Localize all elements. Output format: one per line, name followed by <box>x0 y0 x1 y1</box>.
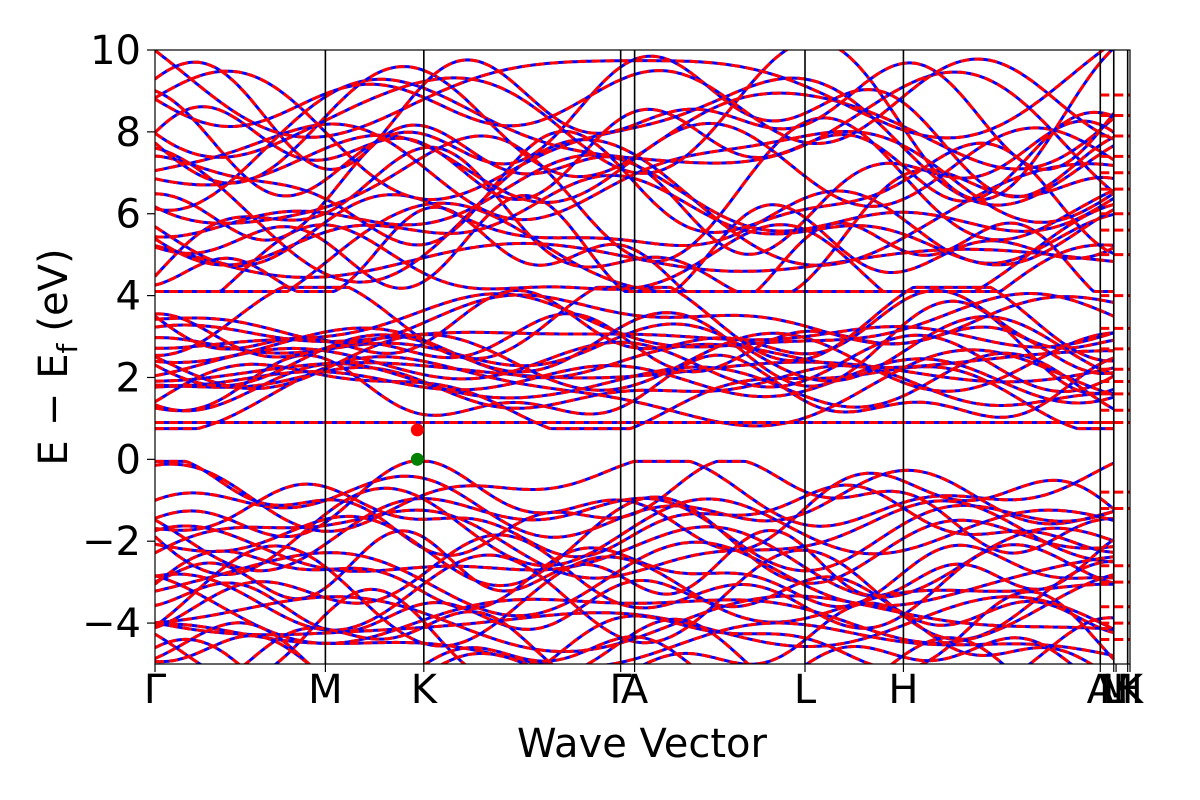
band-line-dashed <box>155 353 1115 419</box>
y-axis-title: E − Ef (eV) <box>31 248 84 465</box>
x-tick-label: H <box>1113 667 1143 713</box>
band-line-dashed <box>155 299 1115 395</box>
band-line-dashed <box>155 333 1114 388</box>
band-line-dashed <box>155 223 1114 293</box>
band-line-dashed <box>155 459 1114 557</box>
y-tick-label: 8 <box>116 110 141 156</box>
y-tick-label: −4 <box>82 601 141 647</box>
band-extremum-marker <box>410 423 424 437</box>
y-title-sub: f <box>51 342 84 353</box>
plot-frame <box>154 49 1131 665</box>
band-line-dashed <box>155 496 1115 573</box>
extremum-markers <box>410 423 424 466</box>
y-axis-ticks: 10 8 6 4 2 0 −2 −4 <box>82 28 155 647</box>
band-line-dashed <box>155 54 1115 199</box>
band-extremum-marker <box>410 452 424 466</box>
x-tick-label: A <box>621 667 649 713</box>
y-title-e2: E <box>31 353 77 378</box>
x-tick-label: K <box>1117 667 1145 713</box>
x-tick-label: A <box>1087 667 1115 713</box>
band-line-solid <box>155 636 1006 664</box>
x-tick-label: Γ <box>144 667 167 713</box>
y-tick-label: 4 <box>116 274 141 320</box>
x-tick-label: L <box>794 667 817 713</box>
band-line-dashed <box>155 65 1115 185</box>
y-tick-label: 10 <box>90 28 141 74</box>
x-tick-label: K <box>411 667 439 713</box>
y-tick-label: −2 <box>82 519 141 565</box>
high-symmetry-lines <box>324 50 1129 664</box>
band-line-dashed <box>243 601 1095 664</box>
band-line-dashed <box>155 105 1115 203</box>
y-title-e: E <box>31 440 77 465</box>
x-tick-label: L <box>1103 667 1126 713</box>
band-line-dashed <box>155 50 1115 202</box>
x-axis-title: Wave Vector <box>517 721 768 767</box>
y-title-minus: − <box>31 393 77 427</box>
y-tick-label: 6 <box>116 192 141 238</box>
x-tick-label: Γ <box>610 667 633 713</box>
band-line-dashed <box>155 499 1114 580</box>
x-tick-label: H <box>888 667 918 713</box>
bands-layer <box>155 50 1130 664</box>
x-tick-label: M <box>1099 667 1134 713</box>
y-tick-label: 2 <box>116 355 141 401</box>
x-tick-label: M <box>308 667 343 713</box>
y-tick-label: 0 <box>116 437 141 483</box>
y-title-unit: (eV) <box>31 248 77 331</box>
